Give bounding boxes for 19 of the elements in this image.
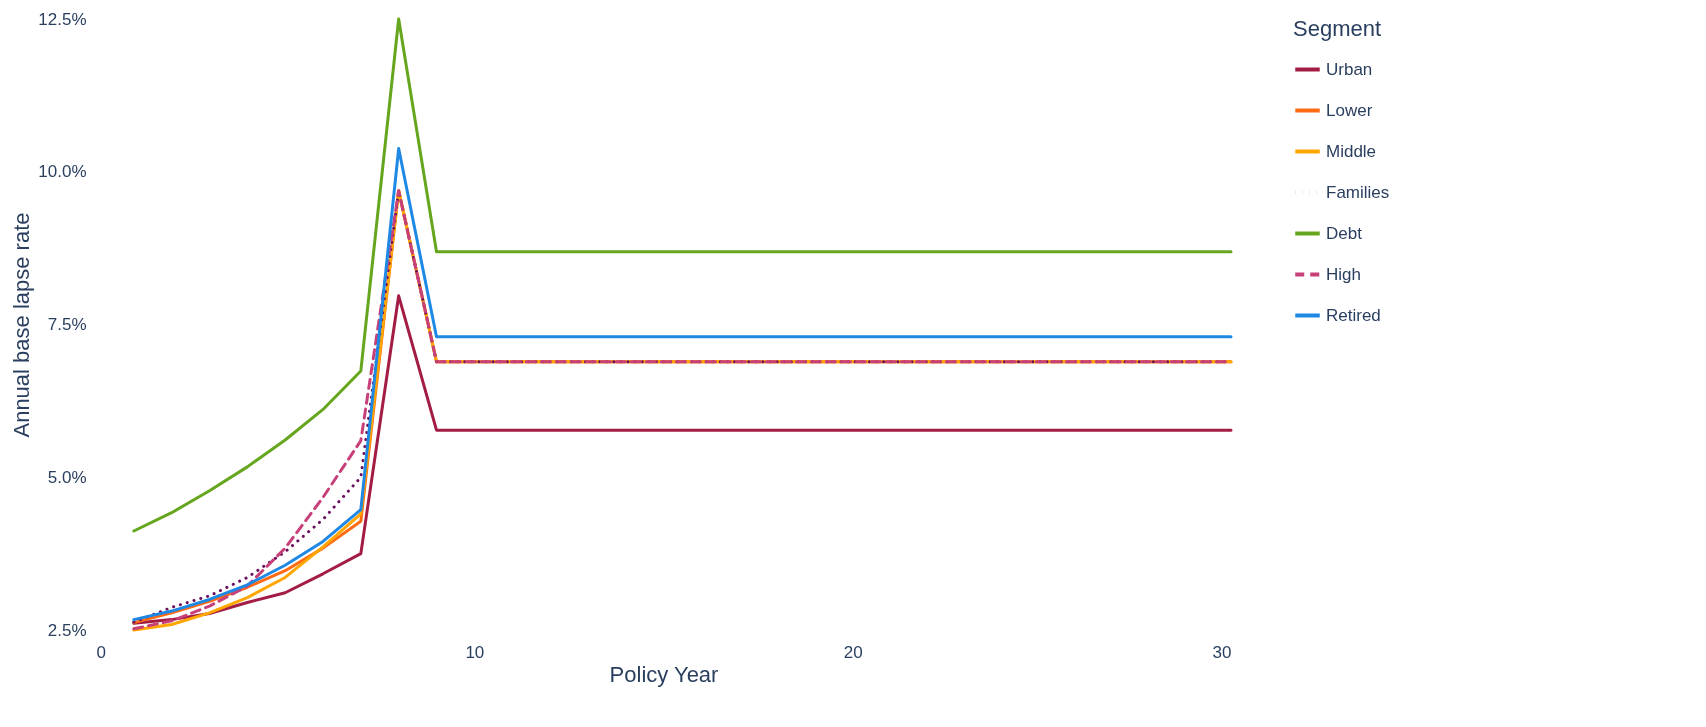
legend-label: Debt — [1326, 223, 1363, 243]
x-tick-label: 10 — [465, 642, 485, 662]
y-tick-label: 5.0% — [47, 467, 87, 487]
y-tick-label: 7.5% — [47, 315, 87, 334]
legend-label: Lower — [1326, 100, 1373, 120]
legend-title: Segment — [1293, 16, 1382, 41]
x-tick-label: 20 — [843, 642, 863, 662]
y-axis-title: Annual base lapse rate — [9, 212, 35, 438]
legend-label: High — [1326, 264, 1361, 284]
y-tick-label: 10.0% — [38, 162, 87, 182]
x-axis-title: Policy Year — [609, 661, 719, 687]
legend-label: Retired — [1326, 305, 1381, 325]
legend-label: Urban — [1326, 59, 1373, 79]
legend-label: Middle — [1326, 141, 1377, 161]
x-tick-label: 0 — [96, 642, 106, 662]
y-tick-label: 12.5% — [38, 9, 87, 29]
y-tick-label: 2.5% — [47, 620, 87, 640]
x-tick-label: 30 — [1212, 642, 1232, 662]
legend-label: Families — [1326, 182, 1390, 202]
